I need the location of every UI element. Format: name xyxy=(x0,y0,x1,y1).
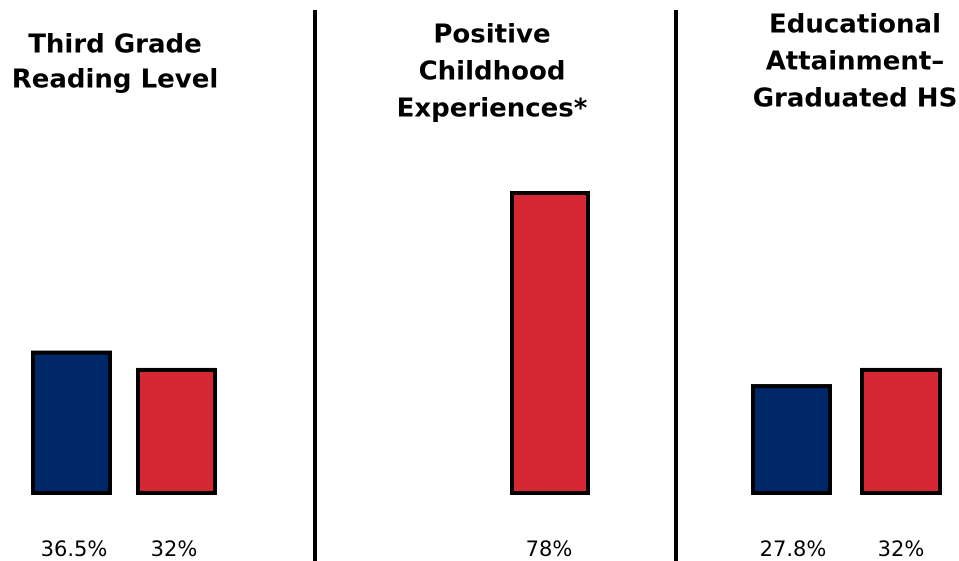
chart-panel-2: Positive Childhood Experiences* 78% xyxy=(397,20,590,561)
panel-1-bar-1 xyxy=(31,350,112,495)
panel-3-title-line-1: Educational xyxy=(769,10,941,40)
panel-3-bar-2 xyxy=(860,367,942,495)
panel-2-bar-1 xyxy=(510,191,590,495)
chart-panels: Third Grade Reading Level 36.5% 32% Positive… xyxy=(12,10,958,561)
panel-2-value-label-1: 78% xyxy=(526,537,573,561)
panel-3-bar-1 xyxy=(751,384,832,496)
chart-panel-3: Educational Attainment– Graduated HS 27.8% 3… xyxy=(751,10,958,561)
panel-1-value-label-2: 32% xyxy=(151,537,198,561)
panel-2-title-line-2: Childhood xyxy=(419,57,566,87)
panel-2-title-line-3: Experiences* xyxy=(397,94,588,124)
panel-1-value-label-1: 36.5% xyxy=(41,537,108,561)
panel-3-value-label-1: 27.8% xyxy=(760,537,827,561)
panel-1-title-line-2: Reading Level xyxy=(12,65,219,95)
chart-panel-1: Third Grade Reading Level 36.5% 32% xyxy=(12,30,219,561)
panel-2-title-line-1: Positive xyxy=(433,20,550,50)
panel-3-title-line-3: Graduated HS xyxy=(753,84,958,114)
panel-3-value-label-2: 32% xyxy=(878,537,925,561)
panel-1-bar-2 xyxy=(136,367,217,495)
panel-1-title-line-1: Third Grade xyxy=(28,30,202,60)
panel-3-title-line-2: Attainment– xyxy=(766,47,945,77)
